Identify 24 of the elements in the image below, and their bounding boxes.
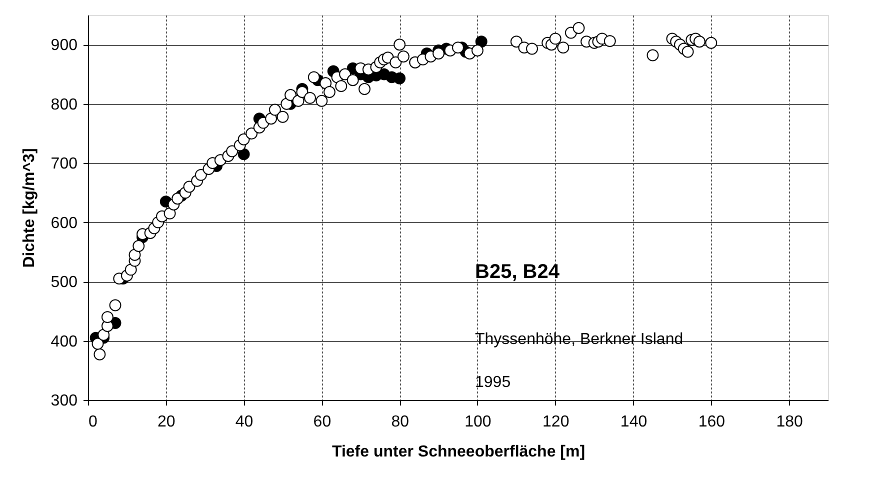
x-tick-label: 20 — [157, 414, 176, 430]
x-tick-label: 80 — [391, 414, 410, 430]
x-axis-title: Tiefe unter Schneeoberfläche [m] — [332, 444, 586, 460]
x-tick-label: 0 — [88, 414, 98, 430]
x-tick-label: 120 — [542, 414, 570, 430]
y-tick-label: 400 — [50, 333, 78, 350]
y-tick-label: 300 — [50, 392, 78, 410]
x-tick-label: 100 — [464, 414, 492, 430]
point — [394, 72, 406, 84]
y-axis-title: Dichte [kg/m^3] — [20, 148, 38, 268]
point — [475, 36, 488, 48]
x-tick-label: 60 — [313, 414, 332, 430]
y-tick-label: 600 — [50, 214, 78, 232]
x-tick-label: 180 — [776, 414, 803, 430]
y-tick-label: 700 — [50, 156, 78, 173]
x-tick-label: 140 — [620, 414, 648, 430]
annotation: B25, B24 — [475, 261, 560, 283]
y-tick-label: 900 — [50, 37, 78, 54]
y-tick-label: 500 — [50, 274, 78, 292]
annotation: 1995 — [475, 374, 511, 391]
point — [238, 148, 250, 160]
x-tick-label: 40 — [235, 414, 254, 430]
y-tick-label: 800 — [50, 96, 78, 114]
x-tick-label: 160 — [698, 414, 726, 430]
